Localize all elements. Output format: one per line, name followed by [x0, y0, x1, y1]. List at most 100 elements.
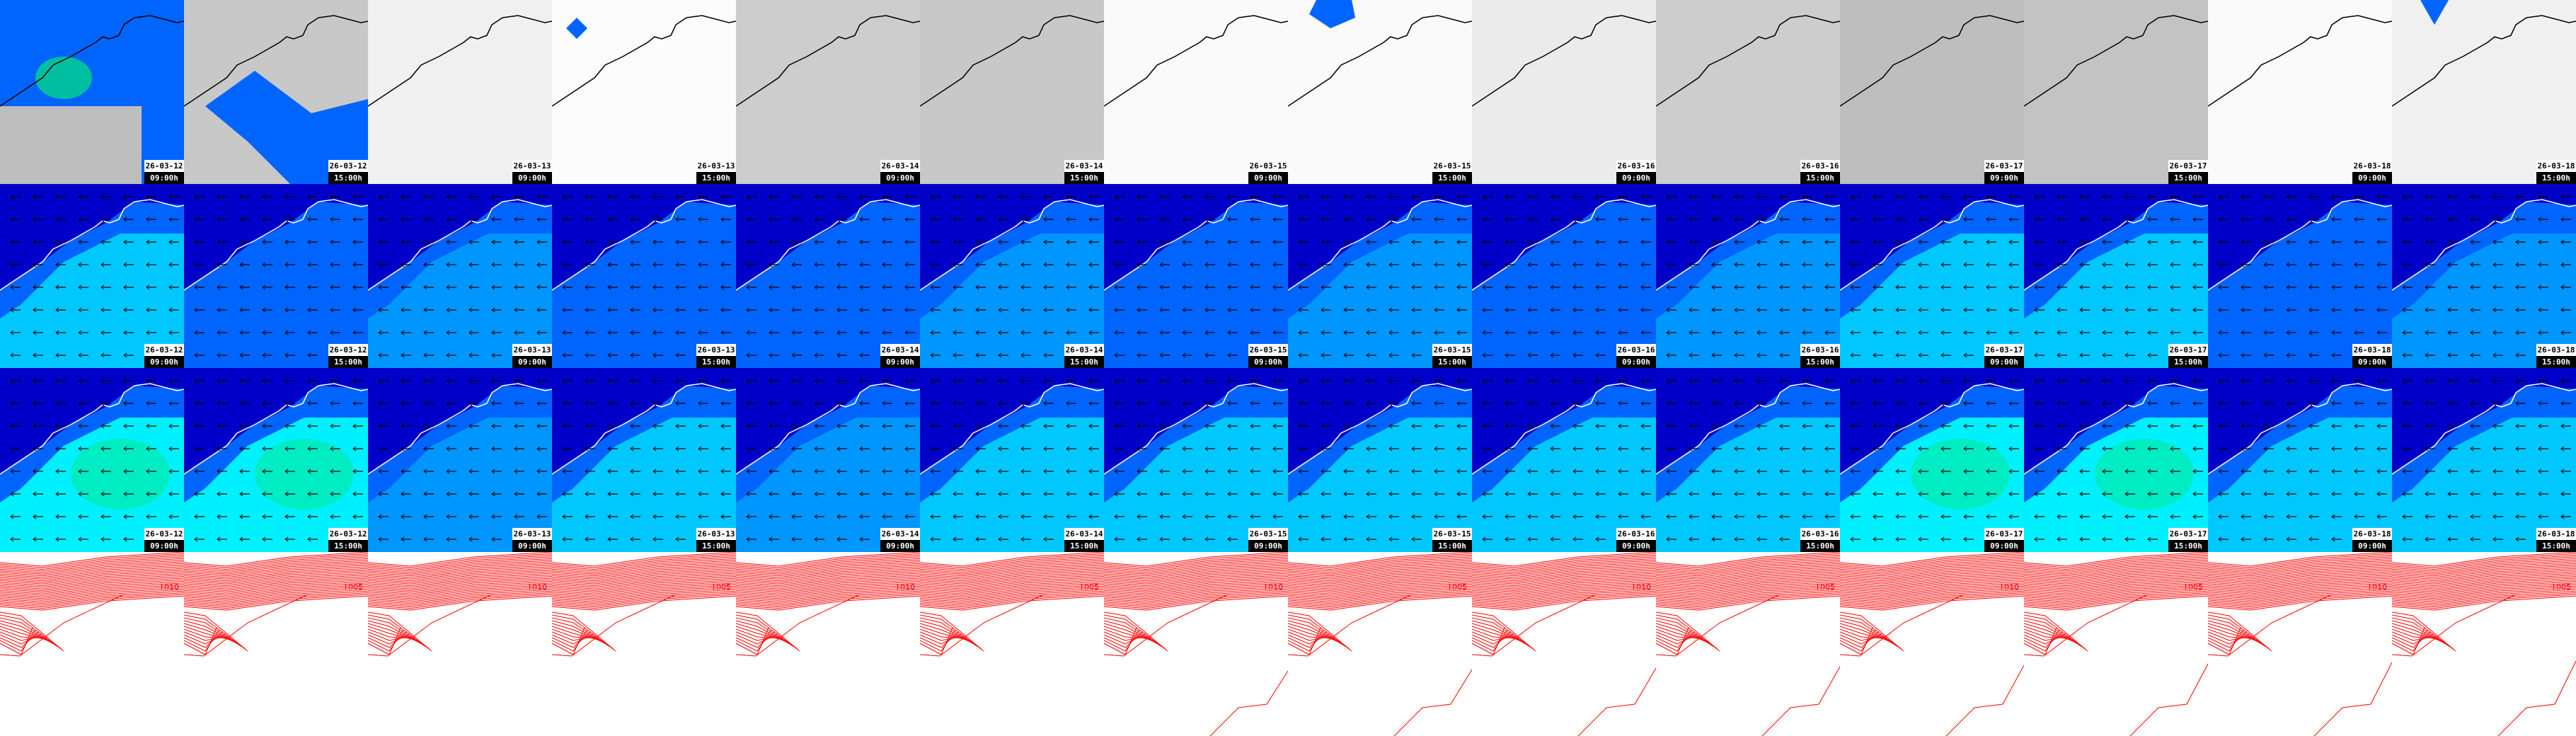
map-tile-wind-10m[interactable]: 26-03-17 09:00h [1840, 184, 2024, 368]
date-label: 26-03-15 [1432, 528, 1472, 540]
map-tile-wind-10m[interactable]: 26-03-16 15:00h [1656, 184, 1840, 368]
map-tile-wind-gusts[interactable]: 26-03-13 09:00h [368, 368, 552, 552]
map-tile-wind-gusts[interactable]: 26-03-17 09:00h [1840, 368, 2024, 552]
map-tile-precipitation-clouds[interactable]: 26-03-15 09:00h [1104, 0, 1288, 184]
map-tile-pressure-isobars[interactable]: 1005 [1656, 552, 1840, 736]
map-canvas [1104, 0, 1288, 184]
map-tile-pressure-isobars[interactable]: 1010 [2208, 552, 2392, 736]
date-label: 26-03-17 [2168, 528, 2208, 540]
map-tile-precipitation-clouds[interactable]: 26-03-17 15:00h [2024, 0, 2208, 184]
time-label: 15:00h [328, 356, 368, 368]
date-label: 26-03-16 [1616, 344, 1656, 356]
map-tile-wind-gusts[interactable]: 26-03-13 15:00h [552, 368, 736, 552]
map-tile-precipitation-clouds[interactable]: 26-03-14 15:00h [920, 0, 1104, 184]
map-tile-pressure-isobars[interactable]: 1010 [1472, 552, 1656, 736]
map-tile-wind-gusts[interactable]: 26-03-18 09:00h [2208, 368, 2392, 552]
map-tile-pressure-isobars[interactable]: 1005 [920, 552, 1104, 736]
map-canvas [1656, 552, 1840, 736]
map-tile-wind-gusts[interactable]: 26-03-16 09:00h [1472, 368, 1656, 552]
map-tile-pressure-isobars[interactable]: 1005 [2024, 552, 2208, 736]
map-canvas [2024, 184, 2208, 368]
timestamp-label: 26-03-12 09:00h [144, 160, 184, 184]
map-tile-precipitation-clouds[interactable]: 26-03-12 15:00h [184, 0, 368, 184]
date-label: 26-03-16 [1800, 344, 1840, 356]
date-label: 26-03-12 [328, 528, 368, 540]
timestamp-label: 26-03-14 15:00h [1064, 344, 1104, 368]
map-tile-wind-10m[interactable]: 26-03-15 09:00h [1104, 184, 1288, 368]
map-tile-pressure-isobars[interactable]: 1010 [736, 552, 920, 736]
map-tile-wind-10m[interactable]: 26-03-12 09:00h [0, 184, 184, 368]
map-tile-precipitation-clouds[interactable]: 26-03-16 09:00h [1472, 0, 1656, 184]
timestamp-label: 26-03-16 09:00h [1616, 160, 1656, 184]
map-tile-pressure-isobars[interactable]: 1010 [1104, 552, 1288, 736]
timestamp-label: 26-03-13 15:00h [696, 528, 736, 552]
map-canvas [1104, 552, 1288, 736]
map-canvas [2208, 0, 2392, 184]
time-label: 15:00h [2536, 540, 2576, 552]
timestamp-label: 26-03-17 09:00h [1984, 160, 2024, 184]
map-tile-wind-gusts[interactable]: 26-03-17 15:00h [2024, 368, 2208, 552]
date-label: 26-03-17 [2168, 344, 2208, 356]
isobar-label: 1005 [1447, 582, 1467, 592]
map-canvas [736, 0, 920, 184]
map-tile-pressure-isobars[interactable]: 1010 [1840, 552, 2024, 736]
time-label: 15:00h [328, 172, 368, 184]
map-tile-precipitation-clouds[interactable]: 26-03-18 15:00h [2392, 0, 2576, 184]
date-label: 26-03-15 [1432, 344, 1472, 356]
time-label: 09:00h [2352, 356, 2392, 368]
map-tile-wind-10m[interactable]: 26-03-13 09:00h [368, 184, 552, 368]
map-tile-pressure-isobars[interactable]: 1005 [184, 552, 368, 736]
map-tile-precipitation-clouds[interactable]: 26-03-16 15:00h [1656, 0, 1840, 184]
map-tile-wind-10m[interactable]: 26-03-18 15:00h [2392, 184, 2576, 368]
time-label: 09:00h [2352, 172, 2392, 184]
map-tile-wind-gusts[interactable]: 26-03-14 09:00h [736, 368, 920, 552]
timestamp-label: 26-03-13 15:00h [696, 344, 736, 368]
map-tile-wind-10m[interactable]: 26-03-17 15:00h [2024, 184, 2208, 368]
map-tile-wind-gusts[interactable]: 26-03-12 15:00h [184, 368, 368, 552]
map-tile-wind-10m[interactable]: 26-03-14 15:00h [920, 184, 1104, 368]
map-tile-wind-gusts[interactable]: 26-03-18 15:00h [2392, 368, 2576, 552]
map-tile-wind-10m[interactable]: 26-03-16 09:00h [1472, 184, 1656, 368]
map-tile-wind-gusts[interactable]: 26-03-12 09:00h [0, 368, 184, 552]
map-tile-precipitation-clouds[interactable]: 26-03-15 15:00h [1288, 0, 1472, 184]
isobar-label: 1010 [527, 582, 547, 592]
date-label: 26-03-15 [1248, 528, 1288, 540]
isobar-label: 1010 [1999, 582, 2019, 592]
map-tile-wind-gusts[interactable]: 26-03-15 15:00h [1288, 368, 1472, 552]
map-tile-pressure-isobars[interactable]: 1005 [2392, 552, 2576, 736]
map-tile-precipitation-clouds[interactable]: 26-03-17 09:00h [1840, 0, 2024, 184]
map-tile-pressure-isobars[interactable]: 1010 [368, 552, 552, 736]
map-tile-precipitation-clouds[interactable]: 26-03-12 09:00h [0, 0, 184, 184]
map-tile-wind-gusts[interactable]: 26-03-15 09:00h [1104, 368, 1288, 552]
map-canvas [1288, 0, 1472, 184]
map-tile-wind-10m[interactable]: 26-03-13 15:00h [552, 184, 736, 368]
map-canvas [2024, 0, 2208, 184]
map-tile-precipitation-clouds[interactable]: 26-03-13 15:00h [552, 0, 736, 184]
time-label: 15:00h [1800, 540, 1840, 552]
map-canvas [368, 0, 552, 184]
map-tile-wind-gusts[interactable]: 26-03-16 15:00h [1656, 368, 1840, 552]
map-tile-pressure-isobars[interactable]: 1010 [0, 552, 184, 736]
map-canvas [1840, 552, 2024, 736]
time-label: 09:00h [2352, 540, 2392, 552]
time-label: 15:00h [328, 540, 368, 552]
map-tile-precipitation-clouds[interactable]: 26-03-13 09:00h [368, 0, 552, 184]
date-label: 26-03-13 [696, 160, 736, 172]
map-tile-wind-gusts[interactable]: 26-03-14 15:00h [920, 368, 1104, 552]
map-tile-wind-10m[interactable]: 26-03-18 09:00h [2208, 184, 2392, 368]
date-label: 26-03-14 [1064, 528, 1104, 540]
timestamp-label: 26-03-15 15:00h [1432, 528, 1472, 552]
date-label: 26-03-13 [512, 528, 552, 540]
map-tile-wind-10m[interactable]: 26-03-12 15:00h [184, 184, 368, 368]
map-tile-wind-10m[interactable]: 26-03-15 15:00h [1288, 184, 1472, 368]
map-tile-pressure-isobars[interactable]: 1005 [552, 552, 736, 736]
map-tile-precipitation-clouds[interactable]: 26-03-14 09:00h [736, 0, 920, 184]
timestamp-label: 26-03-16 09:00h [1616, 528, 1656, 552]
map-canvas [1472, 552, 1656, 736]
map-tile-wind-10m[interactable]: 26-03-14 09:00h [736, 184, 920, 368]
timestamp-label: 26-03-18 09:00h [2352, 528, 2392, 552]
map-tile-pressure-isobars[interactable]: 1005 [1288, 552, 1472, 736]
map-canvas [1656, 184, 1840, 368]
time-label: 09:00h [1984, 356, 2024, 368]
map-tile-precipitation-clouds[interactable]: 26-03-18 09:00h [2208, 0, 2392, 184]
